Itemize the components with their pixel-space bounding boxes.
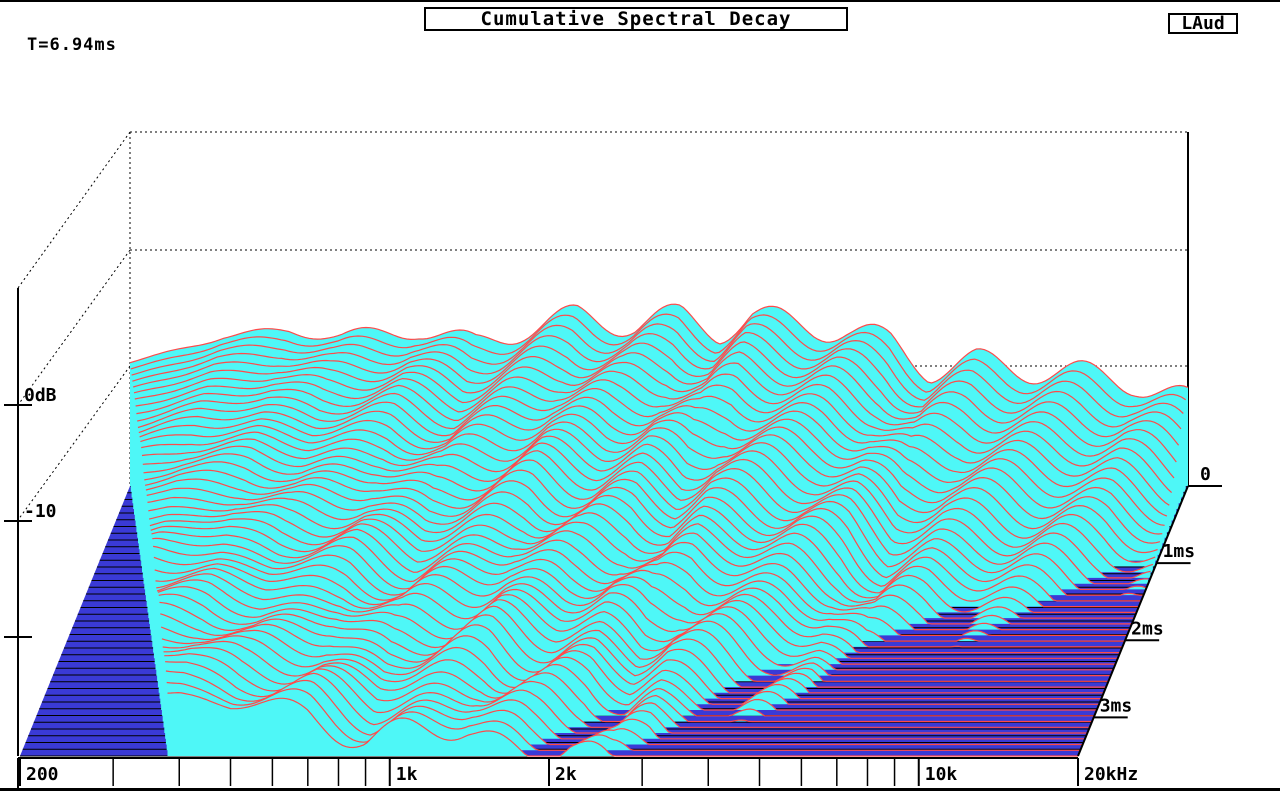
decay-slice-line [165, 661, 1085, 740]
decay-slice-line [141, 435, 1154, 573]
decay-slice-fill [164, 653, 1088, 733]
decay-slice-line [138, 405, 1163, 535]
decay-slice-line [144, 459, 1147, 591]
decay-slice-line [155, 567, 1114, 671]
decay-slice-line [139, 413, 1161, 544]
y-tick-label: 0dB [24, 385, 57, 406]
decay-slice-line [161, 635, 1095, 717]
time-readout: T=6.94ms [27, 35, 117, 55]
decay-slice-line [156, 579, 1109, 682]
side-wall-gridline [17, 131, 131, 289]
decay-slice-fill [167, 692, 1078, 756]
side-wall-gridline [17, 365, 131, 521]
bottom-border [0, 788, 1280, 791]
decay-slice-line [157, 586, 1107, 688]
decay-slice-line [156, 573, 1111, 677]
brand-logo: LAud [1168, 13, 1238, 34]
decay-slice-line [141, 428, 1156, 563]
decay-slice-line [144, 469, 1144, 596]
z-axis-line [1077, 485, 1189, 757]
decay-slice-line [148, 511, 1132, 625]
decay-slice-line [158, 593, 1104, 694]
decay-slice-line [151, 531, 1125, 642]
decay-slice-line [137, 388, 1168, 517]
decay-slice-line [132, 331, 1182, 430]
decay-slice-line [146, 487, 1139, 608]
y-tick-label: -10 [24, 501, 57, 522]
decay-slice-line [160, 613, 1100, 705]
decay-slice-line [167, 691, 1078, 757]
decay-slice-line [133, 341, 1180, 446]
decay-slice-line [130, 313, 1187, 408]
z-tick-label: 3ms [1100, 695, 1133, 716]
decay-slice-line [131, 323, 1184, 418]
x-tick-label: 10k [925, 764, 958, 785]
decay-slice-line [136, 379, 1170, 506]
decay-slice-line [134, 361, 1175, 479]
x-tick-label: 200 [26, 764, 59, 785]
decay-slice-line [143, 450, 1149, 585]
decay-slice-line [159, 601, 1102, 700]
x-tick-label: 1k [396, 764, 418, 785]
decay-slice-line [129, 303, 1189, 398]
z-tick-label: 0 [1200, 464, 1211, 485]
decay-slice-line [154, 563, 1116, 665]
z-tick-label: 2ms [1131, 618, 1164, 639]
axes: 200 1k 2k 10k 20kHz 0dB -10 0 1ms 2ms 3ms [4, 288, 1222, 788]
chart-title: Cumulative Spectral Decay [424, 7, 848, 31]
x-tick-label: 2k [555, 764, 577, 785]
decay-slice-line [165, 670, 1083, 746]
decay-slice-line [137, 396, 1165, 526]
x-tick-label: 20kHz [1084, 764, 1138, 785]
decay-slice-line [133, 351, 1177, 463]
decay-slice-line [153, 545, 1121, 654]
top-border [0, 0, 1280, 2]
decay-slice-line [149, 518, 1130, 631]
decay-slice-line [135, 370, 1173, 494]
decay-slice-line [140, 421, 1158, 554]
decay-slice-line [164, 653, 1088, 734]
decay-slice-fill [163, 647, 1090, 728]
decay-slice-line [152, 537, 1123, 648]
decay-slice-line [147, 496, 1137, 614]
decay-slice-line [166, 681, 1081, 751]
decay-slice-line [142, 442, 1151, 579]
z-tick-label: 1ms [1163, 541, 1196, 562]
decay-slices [129, 303, 1189, 757]
decay-slice-line [145, 478, 1142, 602]
decay-slice-line [148, 504, 1135, 619]
side-wall-gridline [17, 249, 131, 406]
decay-slice-line [160, 626, 1097, 711]
decay-slice-line [153, 556, 1118, 659]
